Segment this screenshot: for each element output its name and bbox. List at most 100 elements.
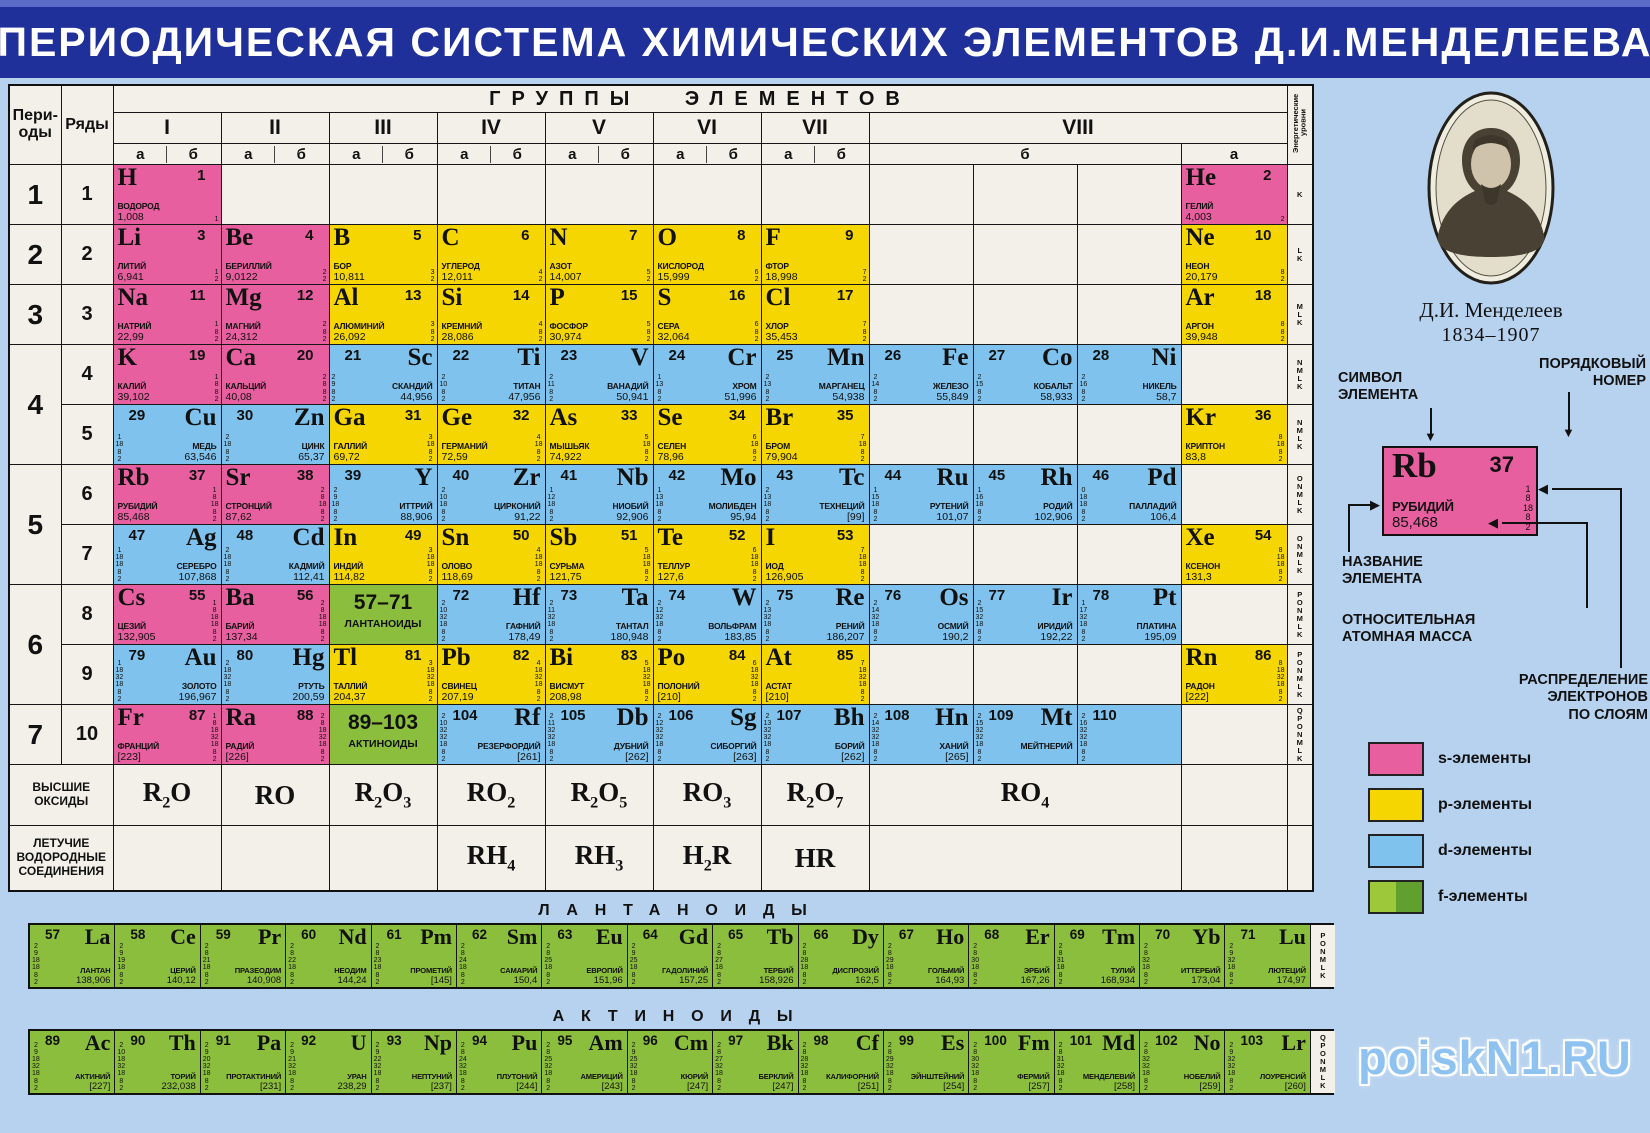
atomic-mass: [99] — [846, 511, 865, 523]
atomic-number: 95 — [557, 1033, 573, 1048]
element-cell-Cd: Cd 48 КАДМИЙ 112,41 2 18 18 8 2 — [222, 525, 328, 584]
atomic-number: 10 — [1254, 227, 1272, 244]
empty-slot — [868, 224, 974, 285]
element-name: ЦЕЗИЙ — [117, 621, 147, 631]
atomic-mass: 183,85 — [724, 631, 757, 643]
periodic-table: Пери- оды Ряды ГРУППЫ ЭЛЕМЕНТОВ Энергети… — [8, 84, 1314, 892]
slot-Sb: Sb 51 СУРЬМА 121,75 5 18 18 8 2 — [544, 524, 654, 585]
empty-slot — [1180, 464, 1288, 525]
slot-Db: Db 105 ДУБНИЙ [262] 2 11 32 32 18 8 2 — [544, 704, 654, 765]
element-symbol: Ra — [225, 704, 257, 731]
atomic-number: 64 — [642, 927, 658, 942]
slot-In: In 49 ИНДИЙ 114,82 3 18 18 8 2 — [328, 524, 438, 585]
group-III: III — [328, 112, 438, 144]
element-cell-Pd: Pd 46 ПАЛЛАДИЙ 106,4 0 18 18 8 2 — [1078, 465, 1180, 524]
empty-slot — [868, 404, 974, 465]
atomic-mass: 121,75 — [549, 571, 582, 583]
element-cell-He: He 2 ГЕЛИЙ 4,003 2 — [1182, 165, 1286, 224]
electron-shells: 8 18 18 8 2 — [1276, 546, 1285, 583]
atomic-mass: 158,926 — [759, 975, 794, 986]
atomic-number: 71 — [1240, 927, 1256, 942]
element-symbol: Nb — [616, 464, 649, 491]
element-name: САМАРИЙ — [500, 966, 538, 975]
element-name: БЕРИЛЛИЙ — [225, 261, 272, 271]
element-cell-Pm: Pm 61 ПРОМЕТИЙ [145] 2 8 23 18 8 2 — [371, 925, 457, 987]
element-cell-Rb: Rb 37 РУБИДИЙ 85,468 1 8 18 8 2 — [1384, 448, 1536, 534]
slot-Kr: Kr 36 КРИПТОН 83,8 8 18 8 2 — [1180, 404, 1288, 465]
slot-Be: Be 4 БЕРИЛЛИЙ 9,0122 2 2 — [220, 224, 330, 285]
slot-O: O 8 КИСЛОРОД 15,999 6 2 — [652, 224, 762, 285]
element-cell-Zn: Zn 30 ЦИНК 65,37 2 18 8 2 — [222, 405, 328, 464]
atomic-mass: 4,003 — [1185, 211, 1212, 223]
slot-C: C 6 УГЛЕРОД 12,011 4 2 — [436, 224, 546, 285]
atomic-mass: 24,312 — [225, 331, 258, 343]
electron-shells: 2 8 31 32 18 8 2 — [1056, 1041, 1065, 1092]
legend-item-d: d-элементы — [1368, 834, 1638, 868]
atomic-mass: [260] — [1284, 1081, 1306, 1092]
slot-At: At 85 АСТАТ [210] 7 18 32 18 8 2 — [760, 644, 870, 705]
atomic-number: 52 — [728, 527, 746, 544]
slot-F: F 9 ФТОР 18,998 7 2 — [760, 224, 870, 285]
atomic-mass: 178,49 — [508, 631, 541, 643]
atomic-number: 89 — [45, 1033, 61, 1048]
electron-shells: 2 9 18 8 2 — [331, 486, 340, 523]
element-symbol: Th — [168, 1030, 196, 1055]
electron-shells: 2 9 32 18 8 2 — [1227, 942, 1236, 986]
legend-item-f: f-элементы — [1368, 880, 1638, 914]
atomic-mass: 140,12 — [166, 975, 196, 986]
atomic-mass: 186,207 — [826, 631, 865, 643]
element-name: МЫШЬЯК — [549, 441, 590, 451]
electron-shells: 3 18 32 18 8 2 — [426, 659, 435, 703]
electron-shells: 2 8 28 18 8 2 — [800, 942, 809, 986]
element-cell-Fe: Fe 26 ЖЕЛЕЗО 55,849 2 14 8 2 — [870, 345, 972, 404]
atomic-mass: [227] — [89, 1081, 111, 1092]
element-cell-Re: Re 75 РЕНИЙ 186,207 2 13 32 18 8 2 — [762, 585, 868, 644]
actinides-title: АКТИНОИДЫ — [552, 1008, 810, 1025]
atomic-mass: [237] — [430, 1081, 452, 1092]
atomic-mass: 85,468 — [1392, 514, 1438, 531]
slot-Mg: Mg 12 МАГНИЙ 24,312 2 8 2 — [220, 284, 330, 345]
element-cell-Cf: Cf 98 КАЛИФОРНИЙ [251] 2 8 28 32 18 8 2 — [798, 1031, 884, 1093]
element-name: КАЛИФОРНИЙ — [826, 1072, 879, 1081]
electron-shells: 1 18 18 8 2 — [115, 546, 124, 583]
electron-shells: 2 8 30 32 18 8 2 — [971, 1041, 980, 1092]
atomic-number: 25 — [776, 347, 794, 364]
element-name: ЦИНК — [301, 441, 325, 451]
element-symbol: Sg — [730, 704, 757, 731]
electron-shells: 2 8 18 18 8 2 — [318, 599, 327, 643]
element-cell-Te: Te 52 ТЕЛЛУР 127,6 6 18 18 8 2 — [654, 524, 760, 584]
atomic-number: 86 — [1254, 647, 1272, 664]
element-cell-S: S 16 СЕРА 32,064 6 8 2 — [654, 285, 760, 344]
atomic-mass: 137,34 — [225, 631, 258, 643]
element-cell-Pb: Pb 82 СВИНЕЦ 207,19 4 18 32 18 8 2 — [438, 645, 544, 704]
atomic-number: 94 — [471, 1033, 487, 1048]
element-symbol: Te — [657, 524, 683, 551]
atomic-number: 35 — [836, 407, 854, 424]
element-name: ПАЛЛАДИЙ — [1129, 501, 1177, 511]
electron-shells: 3 18 8 2 — [426, 434, 435, 463]
group-VI: VI — [652, 112, 762, 144]
element-name: РУТЕНИЙ — [929, 501, 969, 511]
element-cell-Hf: Hf 72 ГАФНИЙ 178,49 2 10 32 18 8 2 — [438, 585, 544, 644]
atomic-number: 87 — [188, 707, 206, 724]
empty-slot — [1076, 644, 1182, 705]
atomic-number: 24 — [668, 347, 686, 364]
element-cell-Fm: Fm 100 ФЕРМИЙ [257] 2 8 30 32 18 8 2 — [969, 1031, 1055, 1093]
atomic-number: 31 — [404, 407, 422, 424]
atomic-mass: 157,25 — [679, 975, 709, 986]
empty-slot — [972, 524, 1078, 585]
empty-slot — [868, 164, 974, 225]
element-name: ЦЕРИЙ — [170, 966, 196, 975]
atomic-number: 36 — [1254, 407, 1272, 424]
electron-shells: 2 13 8 2 — [763, 374, 772, 403]
atomic-mass: 127,6 — [657, 571, 684, 583]
slot-Sg: Sg 106 СИБОРГИЙ [263] 2 12 32 32 18 8 2 — [652, 704, 762, 765]
atomic-number: 61 — [386, 927, 402, 942]
electron-shells: 2 9 19 18 8 2 — [117, 942, 126, 986]
element-name: ОСМИЙ — [937, 621, 969, 631]
atomic-number: 15 — [620, 287, 638, 304]
